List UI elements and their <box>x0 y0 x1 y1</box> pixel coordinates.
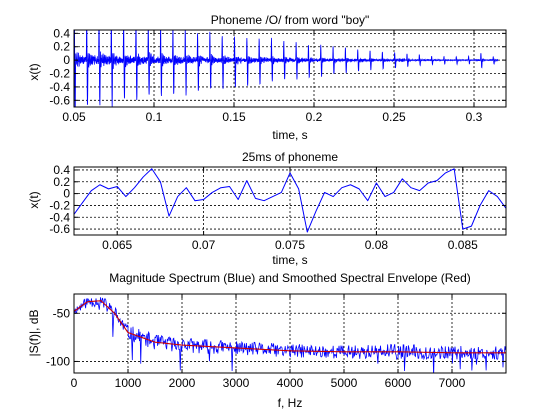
spectrum-xtick-label: 7000 <box>439 376 466 390</box>
waveform-full-xlabel: time, s <box>272 128 307 142</box>
waveform-full-ytick-label: 0.4 <box>53 26 70 40</box>
spectrum-xtick-label: 0 <box>71 376 78 390</box>
waveform-full-xtick-label: 0.1 <box>146 110 163 124</box>
waveform-zoom-xtick-label: 0.085 <box>448 238 478 252</box>
waveform-zoom-xtick-label: 0.075 <box>275 238 305 252</box>
waveform-full-xtick-label: 0.2 <box>306 110 323 124</box>
waveform-full-plot-area <box>74 30 506 107</box>
waveform-full-xtick-label: 0.05 <box>62 110 86 124</box>
spectrum-ytick-label: -50 <box>53 306 71 320</box>
waveform-zoom-ytick-label: 0 <box>63 187 70 201</box>
waveform-full-axes-box <box>73 29 507 108</box>
waveform-zoom-xtick-label: 0.065 <box>102 238 132 252</box>
spectrum-xtick-label: 2000 <box>169 376 196 390</box>
waveform-zoom-ytick-label: -0.2 <box>49 198 70 212</box>
spectrum-magnitude-series <box>74 297 506 373</box>
waveform-full-ytick-label: -0.6 <box>49 93 70 107</box>
waveform-zoom-ytick-label: -0.6 <box>49 222 70 236</box>
waveform-full-ytick-label: -0.2 <box>49 67 70 81</box>
spectrum-xtick-label: 3000 <box>223 376 250 390</box>
spectrum-xtick-label: 4000 <box>277 376 304 390</box>
spectrum-xtick-label: 5000 <box>331 376 358 390</box>
waveform-full-xtick-label: 0.3 <box>466 110 483 124</box>
waveform-full-ytick-label: 0 <box>63 53 70 67</box>
spectrum-xlabel: f, Hz <box>278 396 303 410</box>
spectrum-xtick-label: 1000 <box>115 376 142 390</box>
waveform-zoom-series <box>74 168 506 233</box>
waveform-zoom-xtick-label: 0.07 <box>192 238 216 252</box>
waveform-zoom-xtick-label: 0.08 <box>365 238 389 252</box>
spectrum-ytick-label: -100 <box>46 354 70 368</box>
spectrum-xtick-label: 6000 <box>385 376 412 390</box>
waveform-full-ylabel: x(t) <box>27 63 41 80</box>
waveform-zoom-panel: 25ms of phoneme time, s x(t) 0.065 0.07 0.… <box>27 150 507 267</box>
waveform-full-ytick-label: 0.2 <box>53 40 70 54</box>
waveform-zoom-xlabel: time, s <box>272 253 307 267</box>
spectrum-title: Magnitude Spectrum (Blue) and Smoothed S… <box>109 271 471 285</box>
waveform-full-xtick-label: 0.25 <box>382 110 406 124</box>
waveform-full-panel: Phoneme /O/ from word "boy" time, s x(t)… <box>27 13 507 142</box>
waveform-zoom-ytick-label: -0.4 <box>49 210 70 224</box>
waveform-full-title: Phoneme /O/ from word "boy" <box>211 13 370 27</box>
waveform-zoom-ytick-label: 0.2 <box>53 175 70 189</box>
waveform-zoom-ylabel: x(t) <box>27 191 41 208</box>
spectrum-panel: Magnitude Spectrum (Blue) and Smoothed S… <box>27 271 507 410</box>
waveform-zoom-ytick-label: 0.4 <box>53 163 70 177</box>
waveform-full-series <box>74 30 499 107</box>
waveform-zoom-title: 25ms of phoneme <box>242 150 338 164</box>
waveform-full-ytick-label: -0.4 <box>49 80 70 94</box>
waveform-full-xtick-label: 0.15 <box>222 110 246 124</box>
spectrum-envelope-series <box>74 300 506 354</box>
spectrum-ylabel: |S(f)|, dB <box>27 310 41 357</box>
